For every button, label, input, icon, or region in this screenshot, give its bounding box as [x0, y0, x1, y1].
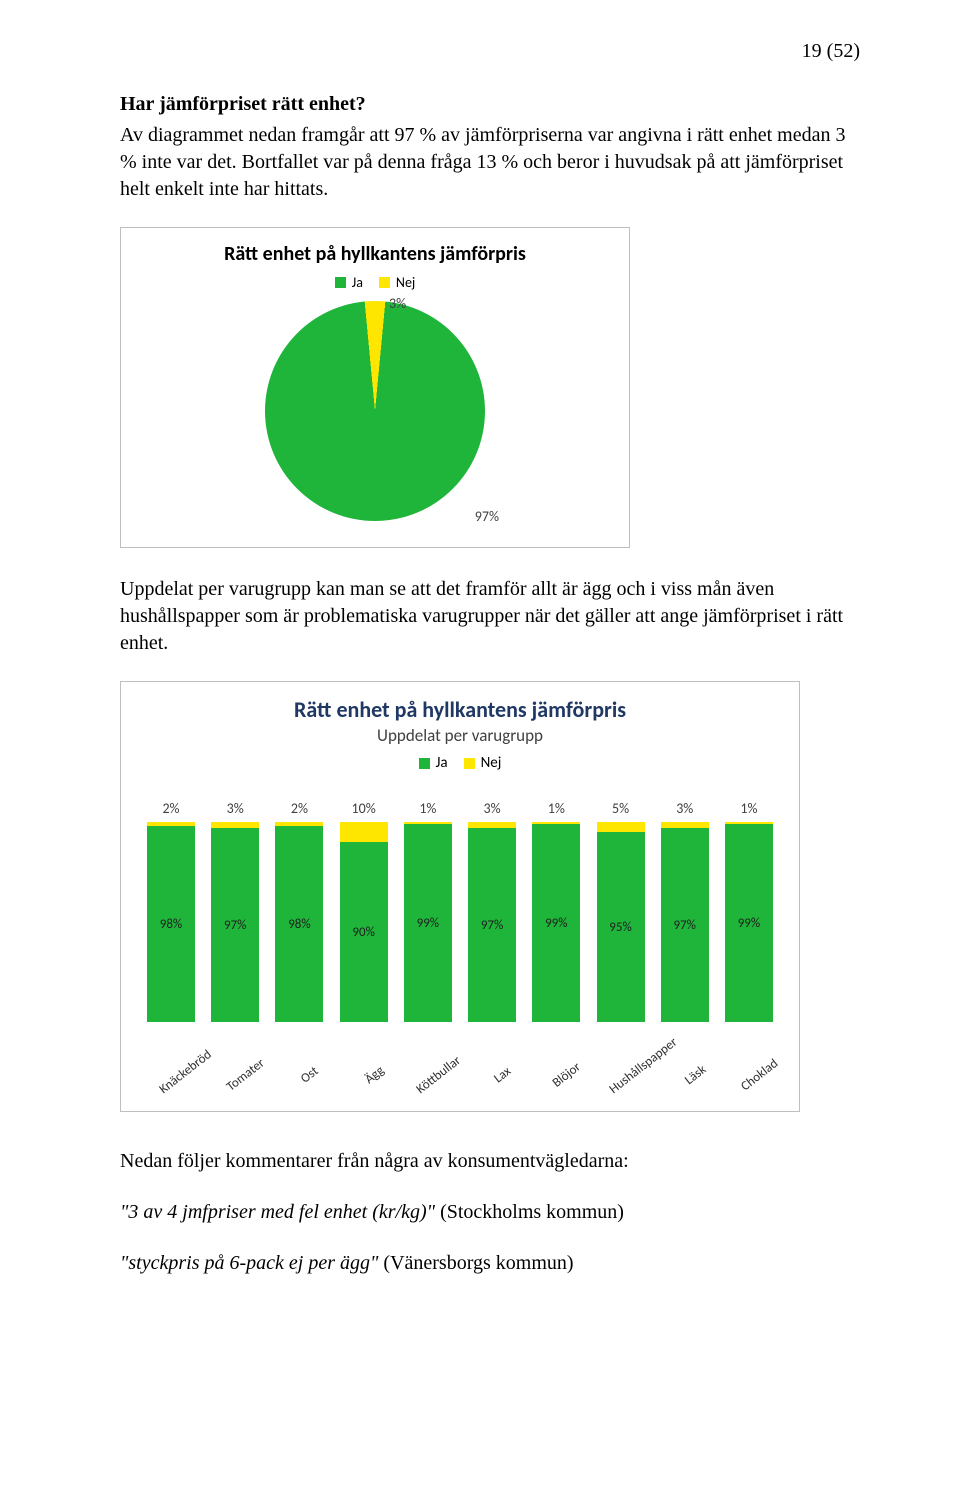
bar-legend-swatch-nej — [464, 758, 475, 769]
bar-legend-label-nej: Nej — [481, 754, 502, 772]
bar-stack: 99% — [532, 822, 580, 1022]
pie-chart-frame: Rätt enhet på hyllkantens jämförpris Ja … — [120, 227, 630, 548]
bar-stack: 99% — [404, 822, 452, 1022]
quote-2-source: (Vänersborgs kommun) — [378, 1252, 573, 1274]
bar-top-label: 10% — [352, 800, 376, 818]
bar-column: 3% 97% — [209, 800, 261, 1022]
legend-label-ja: Ja — [352, 274, 363, 291]
category-label: Knäckebröd — [156, 1046, 206, 1090]
pie-slice-label-nej: 3% — [389, 295, 406, 312]
bar-column: 3% 97% — [659, 800, 711, 1022]
bar-segment-ja: 97% — [468, 828, 516, 1022]
bar-legend-swatch-ja — [419, 758, 430, 769]
bar-column: 1%99% — [530, 800, 582, 1022]
category-label: Hushållspapper — [606, 1046, 656, 1090]
bar-stack: 98% — [147, 822, 195, 1022]
bar-column: 10% 90% — [338, 800, 390, 1022]
bar-segment-ja: 98% — [275, 826, 323, 1022]
pie-graphic — [265, 301, 485, 521]
category-row: KnäckebrödTomaterOstÄggKöttbullarLaxBlöj… — [139, 1046, 781, 1061]
paragraph-1: Av diagrammet nedan framgår att 97 % av … — [120, 122, 860, 203]
bar-top-label: 3% — [676, 800, 693, 818]
category-label: Köttbullar — [413, 1046, 463, 1090]
bar-chart-subtitle: Uppdelat per varugrupp — [139, 725, 781, 746]
category-label: Choklad — [734, 1046, 784, 1090]
bar-top-label: 3% — [227, 800, 244, 818]
bar-chart-legend: Ja Nej — [139, 754, 781, 772]
bar-column: 1%99% — [402, 800, 454, 1022]
bar-chart-title: Rätt enhet på hyllkantens jämförpris — [139, 696, 781, 723]
paragraph-3: Nedan följer kommentarer från några av k… — [120, 1148, 860, 1175]
category-label: Läsk — [670, 1046, 720, 1090]
bar-stack: 98% — [275, 822, 323, 1022]
quote-2-text: "styckpris på 6-pack ej per ägg" — [120, 1252, 378, 1274]
bar-stack: 95% — [597, 822, 645, 1022]
legend-item-ja: Ja — [335, 274, 363, 291]
category-label: Blöjor — [541, 1046, 591, 1090]
bar-stack: 97% — [661, 822, 709, 1022]
pie-slice-label-ja: 97% — [475, 508, 499, 525]
bar-segment-ja: 99% — [404, 824, 452, 1022]
bar-segment-nej — [340, 822, 388, 842]
page-number: 19 (52) — [120, 40, 860, 63]
bar-top-label: 1% — [548, 800, 565, 818]
bar-column: 2%98% — [145, 800, 197, 1022]
bar-stack: 97% — [211, 822, 259, 1022]
bar-top-label: 2% — [162, 800, 179, 818]
category-label: Ost — [284, 1046, 334, 1090]
bar-stack: 99% — [725, 822, 773, 1022]
section-heading: Har jämförpriset rätt enhet? — [120, 93, 860, 116]
bar-top-label: 1% — [419, 800, 436, 818]
quote-1-text: "3 av 4 jmfpriser med fel enhet (kr/kg)" — [120, 1201, 435, 1223]
legend-item-nej: Nej — [379, 274, 415, 291]
bar-row: 2%98%3%97%2%98%10%90%1%99%3%97%1%99%5%95… — [139, 782, 781, 1022]
bar-segment-ja: 97% — [211, 828, 259, 1022]
category-label: Tomater — [220, 1046, 270, 1090]
bar-top-label: 2% — [291, 800, 308, 818]
paragraph-2: Uppdelat per varugrupp kan man se att de… — [120, 576, 860, 657]
pie-chart-legend: Ja Nej — [139, 274, 611, 291]
bar-segment-ja: 97% — [661, 828, 709, 1022]
quote-1: "3 av 4 jmfpriser med fel enhet (kr/kg)"… — [120, 1199, 860, 1226]
category-label: Ägg — [349, 1046, 399, 1090]
legend-swatch-nej — [379, 277, 390, 288]
bar-segment-ja: 95% — [597, 832, 645, 1022]
bar-legend-item-ja: Ja — [419, 754, 448, 772]
bar-column: 3% 97% — [466, 800, 518, 1022]
bar-column: 2%98% — [273, 800, 325, 1022]
bar-segment-ja: 98% — [147, 826, 195, 1022]
pie-wrap: 3% 97% — [245, 301, 505, 521]
bar-column: 1%99% — [723, 800, 775, 1022]
bar-segment-nej — [597, 822, 645, 832]
quote-1-source: (Stockholms kommun) — [435, 1201, 624, 1223]
bar-top-label: 3% — [484, 800, 501, 818]
bar-chart-frame: Rätt enhet på hyllkantens jämförpris Upp… — [120, 681, 800, 1112]
pie-chart-title: Rätt enhet på hyllkantens jämförpris — [139, 242, 611, 266]
bar-stack: 90% — [340, 822, 388, 1022]
bar-segment-ja: 99% — [532, 824, 580, 1022]
category-label: Lax — [477, 1046, 527, 1090]
legend-label-nej: Nej — [396, 274, 415, 291]
bar-segment-ja: 90% — [340, 842, 388, 1022]
bar-legend-item-nej: Nej — [464, 754, 502, 772]
bar-legend-label-ja: Ja — [436, 754, 448, 772]
bar-segment-ja: 99% — [725, 824, 773, 1022]
bar-column: 5% 95% — [595, 800, 647, 1022]
bar-top-label: 1% — [740, 800, 757, 818]
bar-top-label: 5% — [612, 800, 629, 818]
quote-2: "styckpris på 6-pack ej per ägg" (Väners… — [120, 1250, 860, 1277]
legend-swatch-ja — [335, 277, 346, 288]
bar-stack: 97% — [468, 822, 516, 1022]
